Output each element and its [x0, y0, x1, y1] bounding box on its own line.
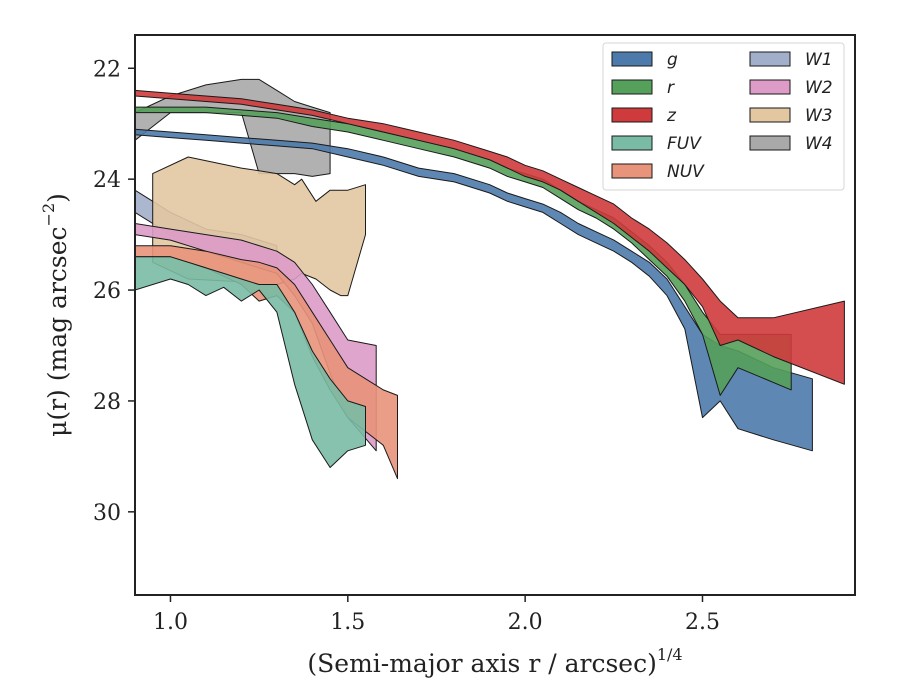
- legend-label-r: r: [667, 78, 675, 98]
- legend-label-w3: W3: [805, 106, 833, 126]
- y-axis-label: μ(r) (mag arcsec−2): [39, 193, 72, 437]
- legend-swatch-g: [611, 51, 653, 67]
- x-tick-label: 1.0: [153, 610, 188, 635]
- x-tick-label: 2.5: [685, 610, 720, 635]
- legend: grz FUV NUV W1 W2 W3 W4: [602, 42, 845, 191]
- x-axis-label: (Semi-major axis r / arcsec)1/4: [307, 645, 682, 678]
- y-tick-label: 24: [93, 168, 121, 193]
- profile-bands: [135, 78, 845, 480]
- legend-swatch-z: [611, 107, 653, 123]
- legend-label-w4: W4: [805, 134, 833, 154]
- legend-swatch-w2: [749, 79, 791, 95]
- legend-label-g: g: [667, 50, 678, 70]
- y-tick-label: 22: [93, 57, 121, 82]
- band-fuv: [135, 256, 366, 468]
- legend-swatch-fuv: [611, 135, 653, 151]
- y-tick-label: 26: [93, 279, 121, 304]
- y-axis-ticks: 22 24 26 28 30: [93, 57, 135, 526]
- legend-label-w2: W2: [805, 78, 833, 98]
- legend-label-nuv: NUV: [667, 162, 705, 182]
- x-tick-label: 2.0: [508, 610, 543, 635]
- legend-label-w1: W1: [805, 50, 833, 70]
- legend-swatch-w1: [749, 51, 791, 67]
- y-tick-label: 28: [93, 390, 121, 415]
- band-g: [135, 128, 813, 452]
- plot-frame: [134, 34, 856, 596]
- y-tick-label: 30: [93, 501, 121, 526]
- legend-swatch-nuv: [611, 163, 653, 179]
- legend-swatch-r: [611, 79, 653, 95]
- legend-swatch-w3: [749, 107, 791, 123]
- legend-label-fuv: FUV: [667, 134, 702, 154]
- x-tick-label: 1.5: [330, 610, 365, 635]
- x-axis-ticks: 1.0 1.5 2.0 2.5: [153, 595, 720, 635]
- legend-label-z: z: [666, 106, 677, 126]
- legend-swatch-w4: [749, 135, 791, 151]
- band-z: [135, 89, 845, 385]
